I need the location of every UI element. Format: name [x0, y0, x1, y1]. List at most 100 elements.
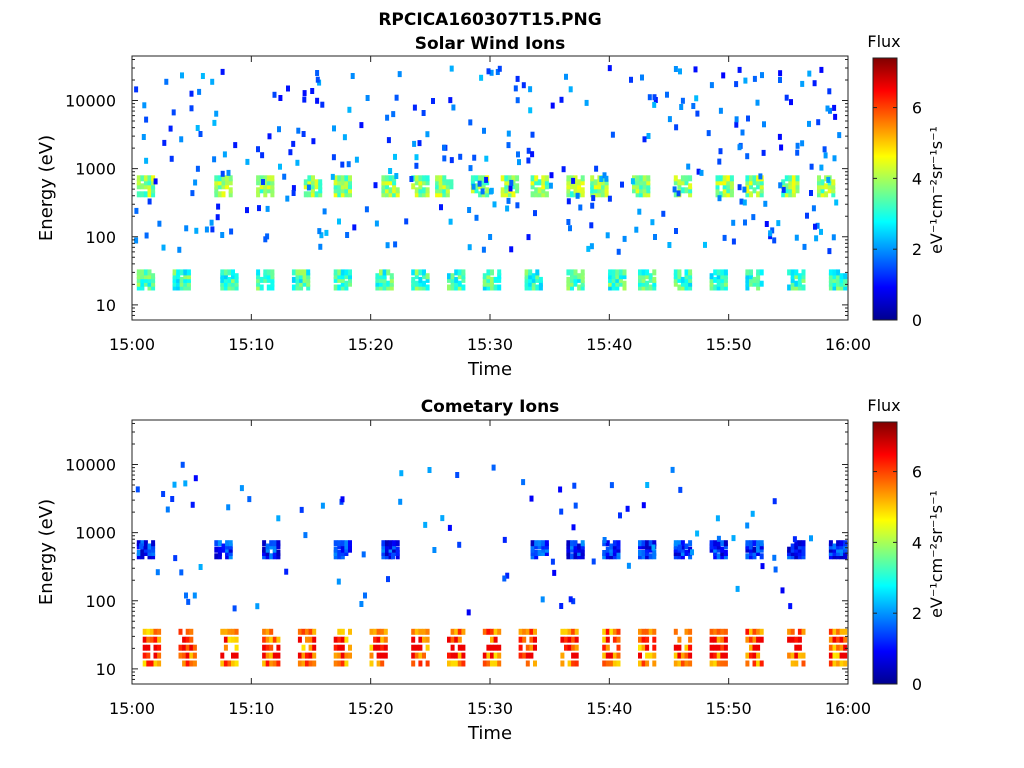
heatmap-cell	[189, 105, 194, 112]
heatmap-cell	[559, 603, 564, 609]
heatmap-cell	[566, 553, 571, 560]
heatmap-cell	[489, 69, 494, 76]
heatmap-cell	[756, 652, 761, 659]
heatmap-cell	[641, 636, 646, 643]
heatmap-cell	[549, 172, 554, 179]
heatmap-cell	[168, 125, 173, 132]
heatmap-cell	[395, 187, 400, 194]
heatmap-cell	[544, 546, 549, 553]
heatmap-cell	[348, 273, 352, 280]
heatmap-cell	[616, 248, 621, 255]
heatmap-cell	[524, 276, 529, 283]
heatmap-cell	[571, 660, 576, 667]
heatmap-cell	[787, 636, 792, 643]
heatmap-cell	[140, 269, 145, 276]
heatmap-cell	[561, 166, 566, 173]
heatmap-cell	[688, 636, 693, 643]
heatmap-cell	[794, 280, 799, 287]
heatmap-cell	[311, 183, 315, 190]
heatmap-cell	[573, 175, 578, 182]
heatmap-cell	[580, 191, 585, 198]
heatmap-cell	[680, 543, 685, 550]
heatmap-cell	[391, 111, 396, 118]
heatmap-cell	[716, 553, 721, 560]
heatmap-cell	[723, 644, 728, 651]
heatmap-cell	[344, 280, 349, 287]
heatmap-cell	[231, 660, 235, 667]
heatmap-cell	[745, 280, 750, 287]
heatmap-cell	[259, 175, 264, 182]
heatmap-cell	[318, 187, 323, 194]
heatmap-cell	[504, 179, 509, 186]
heatmap-cell	[645, 628, 650, 635]
heatmap-cell	[535, 276, 540, 283]
heatmap-cell	[645, 644, 650, 651]
heatmap-cell	[566, 183, 571, 190]
heatmap-cell	[836, 543, 841, 550]
heatmap-cell	[265, 546, 270, 553]
heatmap-cell	[481, 183, 486, 190]
heatmap-cell	[573, 276, 578, 283]
heatmap-cell	[337, 636, 342, 643]
heatmap-cell	[210, 226, 215, 233]
heatmap-cell	[729, 183, 734, 190]
heatmap-cell	[794, 273, 799, 280]
heatmap-cell	[337, 284, 342, 291]
heatmap-cell	[234, 280, 239, 287]
heatmap-cell	[359, 122, 364, 129]
heatmap-cell	[348, 276, 352, 283]
heatmap-cell	[716, 636, 721, 643]
heatmap-cell	[720, 660, 725, 667]
heatmap-cell	[425, 276, 430, 283]
heatmap-cell	[839, 273, 844, 280]
heatmap-cell	[723, 543, 728, 550]
heatmap-cell	[713, 652, 718, 659]
heatmap-cell	[688, 175, 693, 182]
heatmap-cell	[756, 636, 761, 643]
heatmap-cell	[580, 273, 585, 280]
heatmap-cell	[333, 273, 338, 280]
heatmap-cell	[140, 280, 145, 287]
heatmap-cell	[223, 660, 228, 667]
heatmap-cell	[379, 280, 383, 287]
heatmap-cell	[530, 131, 535, 138]
heatmap-cell	[528, 280, 533, 287]
heatmap-cell	[185, 652, 190, 659]
heatmap-cell	[142, 102, 147, 109]
heatmap-cell	[824, 175, 829, 182]
heatmap-cell	[306, 284, 311, 291]
heatmap-cell	[226, 169, 231, 176]
heatmap-cell	[639, 183, 644, 190]
heatmap-cell	[638, 280, 642, 287]
x-tick-label: 16:00	[825, 699, 871, 718]
heatmap-cell	[333, 269, 338, 276]
heatmap-cell	[269, 543, 274, 550]
heatmap-cell	[272, 546, 277, 553]
heatmap-cell	[609, 482, 614, 489]
heatmap-cell	[632, 183, 636, 190]
heatmap-cell	[395, 191, 400, 198]
heatmap-cell	[590, 187, 595, 194]
heatmap-cell	[256, 280, 261, 287]
heatmap-cell	[457, 652, 462, 659]
heatmap-cell	[450, 273, 455, 280]
heatmap-cell	[749, 652, 753, 659]
heatmap-cell	[513, 85, 518, 92]
heatmap-cell	[220, 269, 225, 276]
heatmap-cell	[388, 191, 393, 198]
heatmap-cell	[333, 652, 338, 659]
heatmap-cell	[590, 191, 595, 198]
heatmap-cell	[269, 540, 274, 547]
heatmap-cell	[713, 553, 718, 560]
heatmap-cell	[189, 628, 194, 635]
heatmap-cell	[544, 175, 549, 182]
heatmap-cell	[136, 543, 141, 550]
heatmap-cell	[147, 276, 152, 283]
heatmap-cell	[795, 183, 800, 190]
heatmap-cell	[832, 546, 837, 553]
heatmap-cell	[180, 72, 184, 79]
heatmap-cell	[497, 269, 502, 276]
heatmap-cell	[794, 550, 799, 556]
heatmap-cell	[147, 175, 152, 182]
heatmap-cell	[482, 628, 487, 635]
